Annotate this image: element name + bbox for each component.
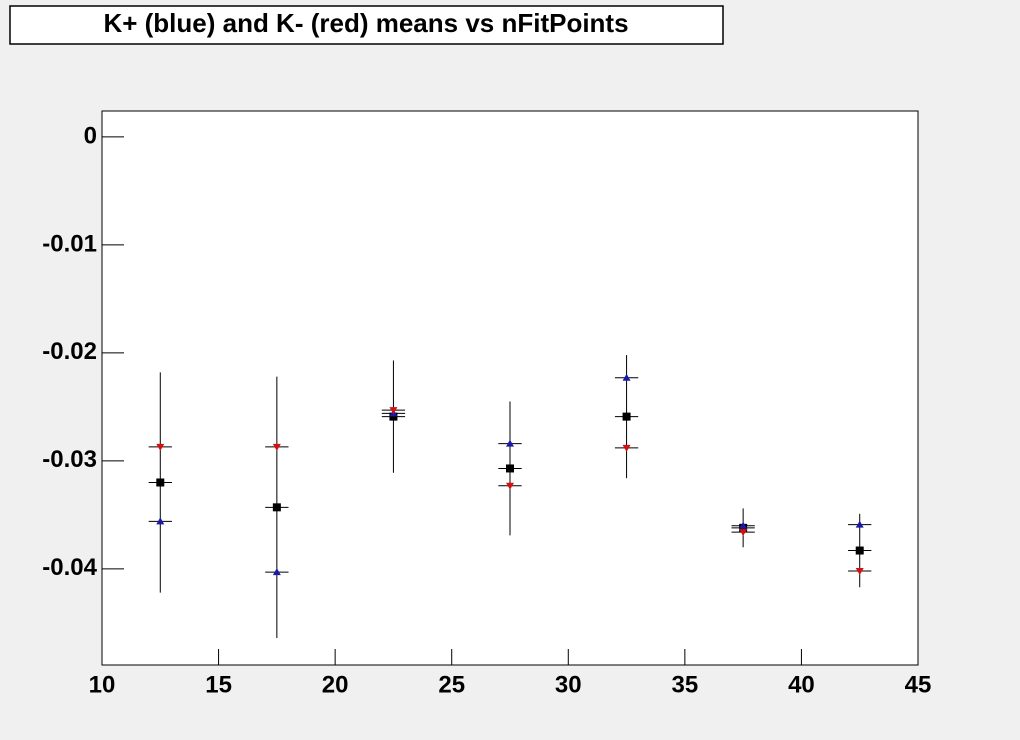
marker — [855, 520, 864, 528]
marker — [272, 568, 281, 576]
marker — [272, 503, 281, 512]
marker — [506, 482, 514, 490]
y-tick-label: -0.02 — [42, 338, 97, 365]
marker — [389, 412, 398, 421]
y-tick-label: 0 — [84, 122, 97, 149]
x-tick-label: 35 — [672, 671, 699, 698]
marker — [506, 464, 514, 473]
x-tick-label: 10 — [89, 671, 116, 698]
plot-frame — [101, 110, 919, 666]
x-tick-label: 25 — [438, 671, 465, 698]
x-tick-label: 20 — [322, 671, 349, 698]
x-tick-label: 30 — [555, 671, 582, 698]
marker — [855, 546, 864, 555]
chart-title: K+ (blue) and K- (red) means vs nFitPoin… — [103, 8, 628, 38]
marker — [506, 439, 514, 447]
marker — [622, 373, 631, 381]
marker — [156, 517, 165, 525]
y-tick-label: -0.03 — [42, 446, 97, 473]
marker — [389, 407, 398, 415]
marker — [622, 412, 631, 421]
marker — [739, 529, 748, 537]
title-box — [9, 5, 724, 45]
y-tick-label: -0.04 — [42, 554, 97, 581]
marker — [622, 444, 631, 452]
y-tick-label: -0.01 — [42, 230, 97, 257]
marker — [156, 443, 165, 451]
x-tick-label: 45 — [905, 671, 932, 698]
marker — [855, 568, 864, 576]
x-tick-label: 40 — [788, 671, 815, 698]
x-tick-label: 15 — [205, 671, 232, 698]
marker — [156, 478, 165, 487]
marker — [739, 521, 748, 529]
marker — [272, 443, 281, 451]
